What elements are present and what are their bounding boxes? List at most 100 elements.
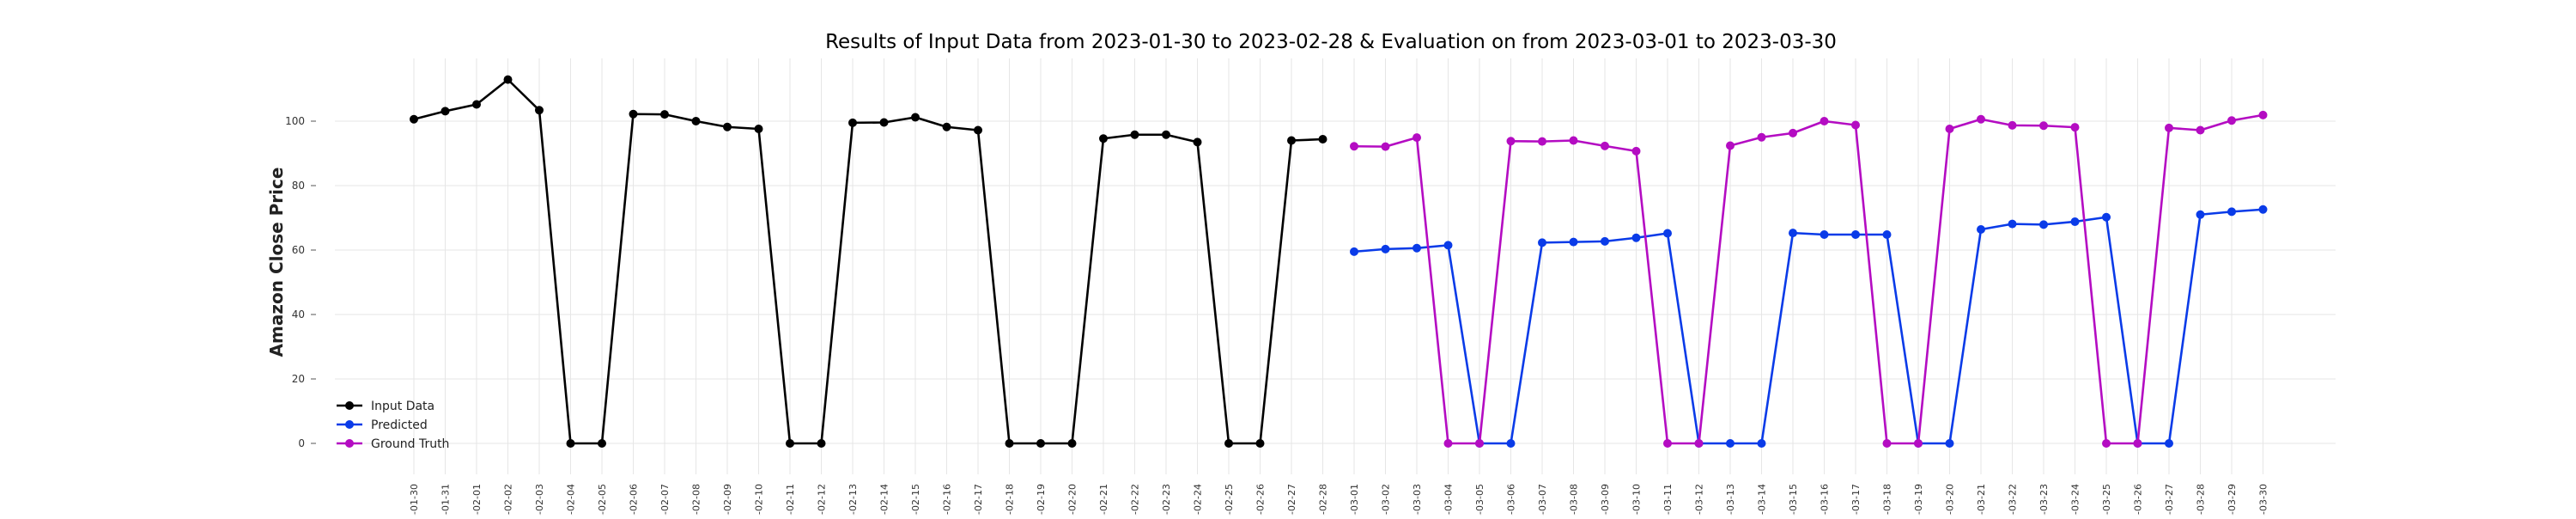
x-tick-label: -23-02-24 [1193,484,1204,516]
legend-marker-input-data [345,401,354,410]
y-tick-label: 60 [292,244,305,256]
x-tick-label: 023-03-26 [2133,484,2144,516]
x-tick-label: -23-02-03 [534,484,545,516]
x-tick-label: -23-02-28 [1318,484,1329,516]
data-point-ground-truth [1663,439,1672,448]
legend-marker-predicted [345,420,354,429]
x-tick-label: 023-03-23 [2038,484,2050,516]
data-point-input-data [1287,136,1296,145]
data-point-ground-truth [2227,116,2236,125]
data-point-input-data [848,118,857,127]
data-point-predicted [1726,439,1735,448]
data-point-ground-truth [1443,439,1453,448]
data-point-predicted [1381,244,1390,253]
data-point-ground-truth [1820,117,1829,125]
data-point-input-data [1130,130,1139,139]
x-tick-label: 023-03-04 [1443,484,1455,516]
data-point-ground-truth [1506,137,1516,146]
legend: Input Data Predicted Ground Truth [337,400,449,451]
data-point-predicted [1350,247,1358,256]
x-tick-label: -23-02-07 [659,484,671,516]
legend-marker-ground-truth [345,439,354,448]
x-tick-label: -23-02-10 [754,484,765,516]
data-point-input-data [472,100,481,109]
x-tick-label: 023-03-27 [2164,484,2175,516]
chart-title: Results of Input Data from 2023-01-30 to… [825,31,1837,53]
legend-label-predicted: Predicted [371,418,428,432]
y-tick-label: 40 [292,308,305,321]
y-tick-label: 20 [292,373,305,385]
data-point-input-data [754,125,763,133]
data-point-input-data [1162,130,1170,139]
data-point-input-data [1224,439,1233,448]
data-point-input-data [660,110,669,119]
data-point-predicted [1789,229,1797,238]
x-tick-label: -23-02-14 [879,484,890,516]
x-tick-label: 023-03-29 [2227,484,2238,516]
x-tick-label: -23-02-09 [722,484,733,516]
data-point-input-data [1067,439,1077,448]
data-point-input-data [691,117,701,125]
data-point-ground-truth [2102,439,2111,448]
data-point-predicted [2102,212,2111,222]
x-tick-label: -23-02-16 [942,484,953,516]
x-tick-label: -23-01-30 [409,484,420,516]
data-point-predicted [1851,230,1860,239]
data-point-ground-truth [1977,114,1985,124]
data-point-predicted [1506,439,1516,448]
data-point-ground-truth [1851,120,1860,130]
data-point-ground-truth [1538,137,1546,146]
data-point-predicted [1882,230,1892,239]
x-tick-label: 023-03-08 [1569,484,1580,516]
x-tick-label: -23-02-11 [785,484,796,516]
data-point-input-data [440,107,450,116]
data-point-input-data [503,75,513,84]
x-tick-label: 023-03-17 [1850,484,1862,516]
data-point-predicted [2008,219,2017,229]
data-point-predicted [1538,238,1546,247]
x-tick-label: 023-03-02 [1381,484,1392,516]
x-tick-label: 023-03-18 [1882,484,1893,516]
data-point-input-data [410,114,418,124]
y-axis-label: Amazon Close Price [266,168,287,357]
data-point-ground-truth [1694,439,1704,448]
data-point-input-data [629,109,638,119]
x-tick-label: -23-02-23 [1161,484,1172,516]
data-point-ground-truth [1413,133,1421,143]
data-point-input-data [817,439,826,448]
data-point-ground-truth [1882,439,1892,448]
axes: -23-01-30 -23-01-31 -23-02-01 -23-02-02 -23-… [285,115,2269,519]
data-point-predicted [1977,225,1985,234]
data-point-ground-truth [1475,439,1484,448]
x-tick-label: 023-03-01 [1349,484,1360,516]
legend-label-input-data: Input Data [371,400,434,413]
data-point-input-data [1255,439,1265,448]
data-point-ground-truth [1601,141,1609,150]
x-tick-label: 023-03-12 [1694,484,1705,516]
data-point-ground-truth [1945,125,1954,133]
x-tick-label: -23-02-22 [1130,484,1141,516]
x-tick-label: -23-02-25 [1224,484,1235,516]
data-point-input-data [535,106,544,115]
x-tick-label: 023-03-21 [1976,484,1987,516]
data-point-ground-truth [2258,110,2268,119]
x-tick-label: 023-03-22 [2008,484,2019,516]
y-tick-label: 100 [285,115,305,127]
x-tick-label: -23-02-06 [629,484,640,516]
data-point-predicted [2070,217,2080,226]
data-point-ground-truth [1757,132,1766,142]
data-point-predicted [2165,439,2173,448]
data-point-predicted [2258,205,2268,214]
x-tick-label: 023-03-15 [1788,484,1799,516]
x-tick-label: -23-02-05 [597,484,608,516]
data-point-predicted [1569,237,1578,247]
x-tick-label: -23-02-02 [503,484,514,516]
x-tick-label: 023-03-28 [2196,484,2207,516]
data-point-predicted [1757,439,1766,448]
data-point-predicted [2039,220,2048,229]
x-tick-label: -23-02-20 [1067,484,1078,516]
x-tick-label: -23-02-01 [471,484,483,516]
x-tick-label: 023-03-07 [1537,484,1548,516]
x-tick-label: -23-02-19 [1036,484,1047,516]
x-tick-label: -23-02-12 [817,484,828,516]
